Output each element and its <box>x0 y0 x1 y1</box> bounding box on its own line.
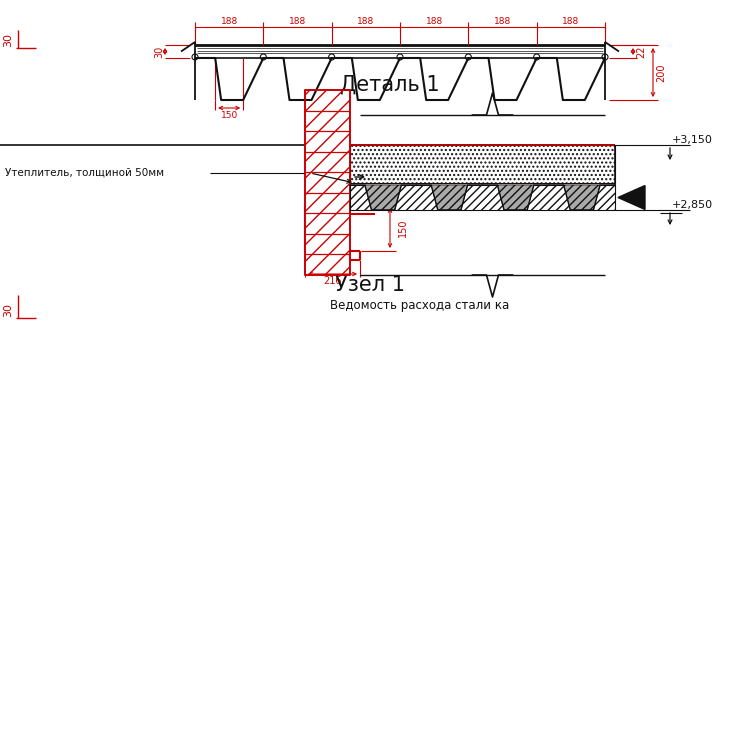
Bar <box>305 90 350 275</box>
Text: 30: 30 <box>3 303 13 317</box>
Polygon shape <box>498 185 534 210</box>
Text: 188: 188 <box>494 16 511 25</box>
Text: +3,150: +3,150 <box>672 135 713 145</box>
Polygon shape <box>365 185 401 210</box>
Text: 150: 150 <box>398 219 408 238</box>
Text: +2,850: +2,850 <box>672 200 713 210</box>
Text: 216: 216 <box>323 276 342 286</box>
Text: 22: 22 <box>636 45 646 58</box>
Text: 188: 188 <box>221 16 238 25</box>
Polygon shape <box>431 185 467 210</box>
Text: 188: 188 <box>289 16 306 25</box>
Text: Деталь 1: Деталь 1 <box>340 75 440 95</box>
Polygon shape <box>564 185 600 210</box>
Bar <box>305 90 350 275</box>
Text: 30: 30 <box>3 33 13 47</box>
Polygon shape <box>618 186 645 209</box>
Text: Утеплитель, толщиной 50мм: Утеплитель, толщиной 50мм <box>5 168 164 178</box>
Text: 188: 188 <box>562 16 579 25</box>
Text: 188: 188 <box>425 16 443 25</box>
Text: Узел 1: Узел 1 <box>335 275 405 295</box>
Text: 200: 200 <box>656 63 666 81</box>
Text: Ведомость расхода стали ка: Ведомость расхода стали ка <box>330 298 509 312</box>
Text: 30: 30 <box>154 45 164 58</box>
Text: 150: 150 <box>221 110 238 119</box>
Bar <box>350 145 615 183</box>
Bar <box>350 185 615 210</box>
Text: 188: 188 <box>357 16 375 25</box>
